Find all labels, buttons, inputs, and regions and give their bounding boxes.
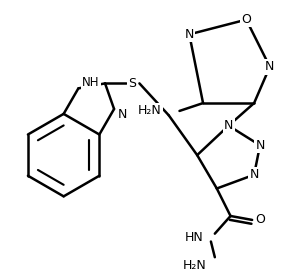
Text: S: S [129,77,136,90]
Text: N: N [224,119,233,132]
Text: N: N [265,60,275,73]
Text: NH: NH [82,76,100,89]
Text: N: N [255,139,265,152]
Text: O: O [241,13,251,26]
Text: HN: HN [184,231,203,244]
Text: H₂N: H₂N [138,104,162,118]
Text: N: N [185,28,194,41]
Text: N: N [249,168,259,181]
Text: O: O [255,214,265,226]
Text: H₂N: H₂N [183,259,207,271]
Text: N: N [118,108,127,121]
